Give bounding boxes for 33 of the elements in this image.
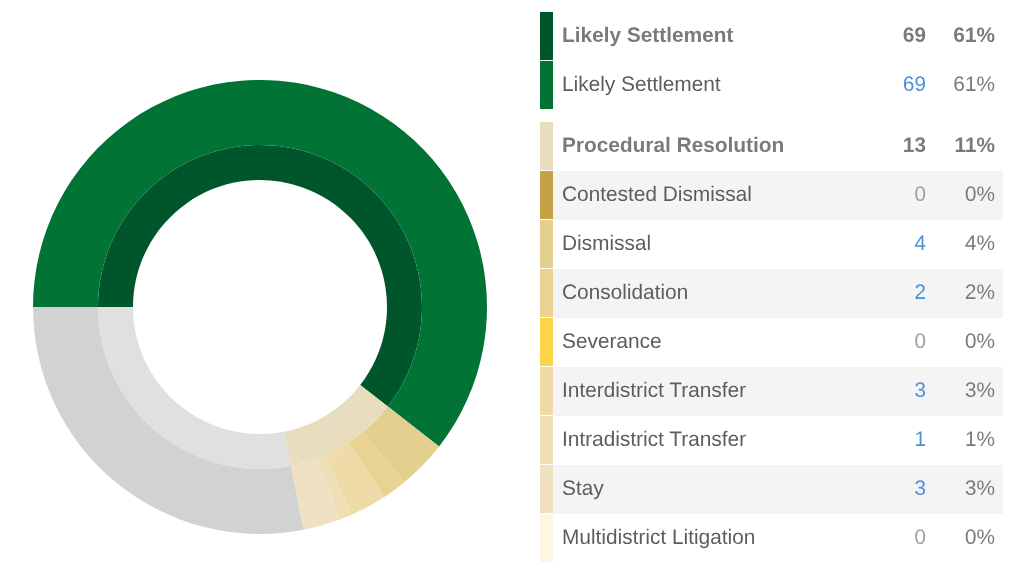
text: 0% <box>965 333 995 349</box>
data-label: 4 <box>914 235 926 250</box>
text: 0 <box>915 186 926 202</box>
data-label: 3 <box>915 382 926 398</box>
text: 0% <box>965 529 995 545</box>
legend-label: Interdistrict Transfer <box>563 381 746 398</box>
text: 0 <box>915 333 926 349</box>
text: 4% <box>965 235 995 251</box>
legend-label: Contested Dismissal <box>563 185 751 202</box>
legend-label: Stay <box>562 480 604 500</box>
data-label: 13 <box>904 137 926 153</box>
text: 2% <box>965 284 995 300</box>
text: 61% <box>954 76 995 92</box>
data-label: 69 <box>903 76 926 92</box>
text: 61% <box>954 27 995 43</box>
legend-label: Consolidation <box>563 283 687 300</box>
text: 3% <box>965 382 995 398</box>
text: 0 <box>915 529 926 545</box>
legend-label: Procedural Resolution <box>563 136 783 153</box>
legend-label: Multidistrict Litigation <box>563 528 755 549</box>
data-label: 69 <box>903 27 926 43</box>
legend-label: Dismissal <box>563 234 650 251</box>
legend-label: Severance <box>562 333 661 349</box>
data-label: 2 <box>915 284 925 299</box>
legend-label: Intradistrict Transfer <box>563 430 746 447</box>
text: 1% <box>966 431 995 447</box>
text: 11% <box>955 137 995 153</box>
data-label: 3 <box>915 480 926 496</box>
data-label: 1 <box>916 431 925 446</box>
text: 0% <box>965 186 995 202</box>
text: 3% <box>965 480 995 496</box>
legend-label: Likely Settlement <box>563 75 721 96</box>
legend-label: Likely Settlement <box>563 26 734 47</box>
